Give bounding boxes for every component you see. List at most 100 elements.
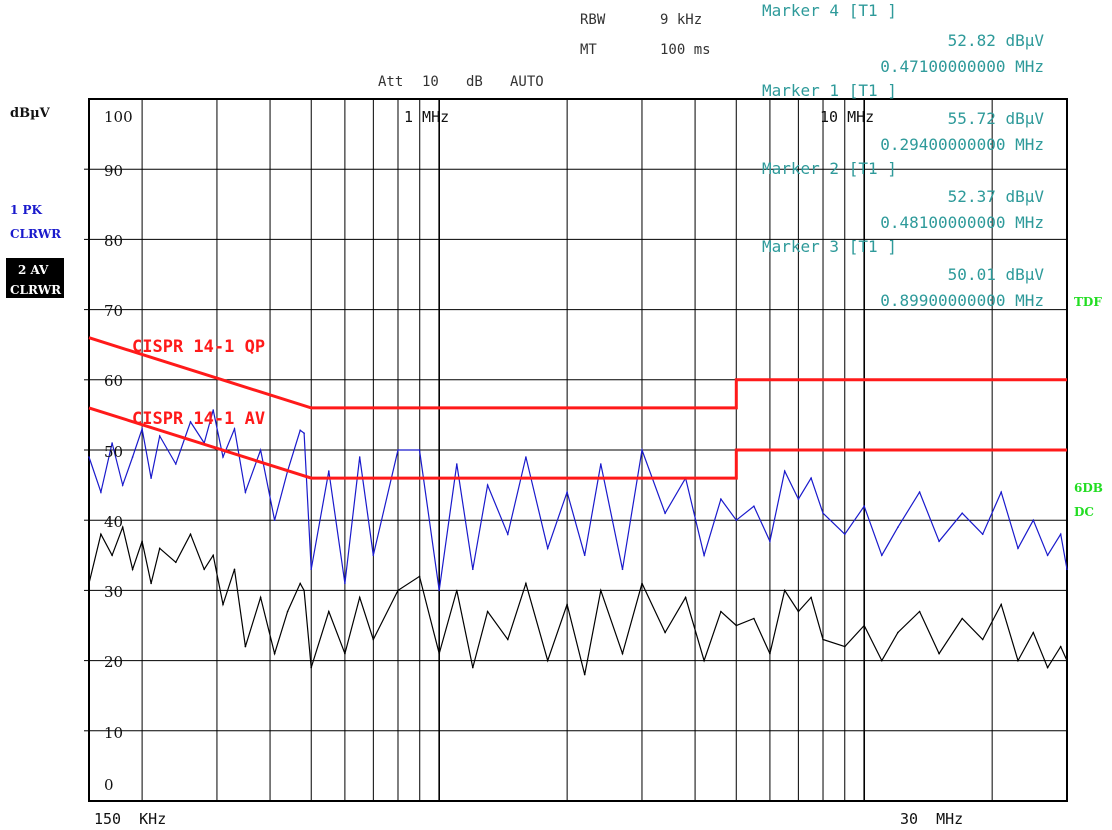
data-point-pk-43 (735, 519, 738, 521)
data-point-pk-7 (158, 435, 161, 437)
marker1-freq: 0.29400000000 MHz (880, 135, 1044, 154)
sixdb-label: 6DB (1074, 481, 1103, 495)
data-point-pk-34 (566, 491, 568, 493)
att-value: 10 (422, 74, 439, 90)
data-point-av-55 (938, 652, 940, 655)
data-point-pk-54 (918, 491, 921, 493)
data-point-av-20 (310, 666, 313, 669)
x-tick-label-1mhz: 1 MHz (404, 108, 449, 126)
data-point-pk-59 (1017, 547, 1019, 550)
data-point-av-11 (212, 554, 214, 557)
data-point-av-38 (641, 582, 643, 585)
y-tick-label-90: 90 (104, 162, 123, 180)
data-point-pk-5 (141, 428, 143, 430)
rbw-value: 9 kHz (660, 12, 702, 28)
data-point-av-52 (881, 659, 883, 662)
data-point-av-48 (810, 596, 812, 599)
data-point-av-5 (141, 540, 143, 543)
x-tick-label-10mhz: 10 MHz (820, 108, 874, 126)
data-point-pk-47 (797, 498, 800, 500)
data-point-av-57 (981, 638, 984, 641)
data-point-pk-2 (111, 442, 113, 444)
data-point-av-56 (961, 617, 963, 620)
data-point-av-49 (822, 638, 824, 641)
marker-readouts: Marker 4 [T1 ] 52.82 dBµV 0.47100000000 … (762, 1, 1044, 310)
data-point-av-17 (286, 610, 289, 613)
y-tick-label-20: 20 (104, 653, 123, 671)
data-point-av-63 (1066, 659, 1068, 662)
data-point-av-12 (222, 603, 224, 606)
data-point-av-37 (621, 652, 624, 655)
data-point-pk-63 (1066, 568, 1068, 571)
data-point-av-22 (344, 652, 346, 655)
data-point-pk-23 (358, 456, 361, 458)
data-point-av-44 (753, 617, 755, 620)
data-point-av-33 (546, 659, 549, 662)
data-point-av-8 (175, 561, 177, 564)
x-end-label: 30 MHz (900, 810, 963, 828)
marker3-freq: 0.89900000000 MHz (880, 291, 1044, 310)
data-point-pk-48 (810, 477, 812, 479)
data-point-av-47 (797, 610, 800, 613)
data-point-pk-8 (175, 463, 177, 465)
x-start-label: 150 KHz (94, 810, 166, 828)
data-point-pk-35 (583, 554, 586, 557)
data-point-pk-53 (897, 526, 899, 528)
data-point-pk-51 (863, 505, 865, 508)
data-point-av-30 (486, 610, 489, 613)
att-label: Att (378, 74, 403, 90)
data-point-pk-50 (844, 533, 846, 535)
data-point-pk-41 (703, 554, 705, 557)
data-point-av-51 (863, 624, 865, 627)
data-point-av-58 (1000, 603, 1002, 606)
trace2-clrwr: CLRWR (10, 283, 62, 297)
data-point-av-60 (1032, 631, 1035, 634)
data-point-pk-32 (525, 456, 527, 458)
data-point-av-16 (273, 652, 276, 655)
data-point-pk-56 (961, 512, 963, 514)
data-point-av-43 (735, 624, 738, 627)
data-point-av-45 (769, 652, 771, 655)
data-point-av-27 (438, 652, 441, 655)
data-point-pk-24 (372, 554, 375, 557)
data-point-av-6 (150, 582, 152, 585)
y-tick-label-10: 10 (104, 724, 123, 742)
data-point-pk-38 (641, 449, 643, 451)
limit-lines (88, 336, 1067, 480)
data-point-av-13 (233, 568, 236, 571)
data-point-pk-45 (769, 540, 771, 543)
data-point-pk-26 (418, 449, 421, 451)
data-point-av-53 (897, 631, 899, 634)
mt-value: 100 ms (660, 42, 711, 58)
data-point-pk-58 (1000, 491, 1002, 493)
data-point-pk-19 (303, 432, 305, 435)
data-point-av-29 (472, 666, 474, 669)
data-point-pk-22 (344, 582, 346, 585)
data-point-av-9 (189, 533, 192, 535)
data-point-av-42 (720, 610, 722, 613)
marker1-title: Marker 1 [T1 ] (762, 81, 897, 100)
data-point-av-41 (703, 659, 705, 662)
limit-line-qp (88, 336, 1067, 410)
data-point-av-10 (203, 568, 205, 571)
data-point-av-50 (844, 645, 846, 648)
marker2-freq: 0.48100000000 MHz (880, 213, 1044, 232)
mt-label: MT (580, 42, 597, 58)
data-point-pk-15 (259, 449, 262, 451)
data-point-av-1 (100, 533, 102, 535)
data-point-pk-42 (720, 498, 722, 500)
data-point-av-31 (507, 638, 509, 641)
data-point-av-18 (299, 582, 302, 585)
data-point-pk-16 (273, 519, 276, 521)
data-point-av-7 (158, 547, 161, 550)
data-point-pk-37 (621, 568, 624, 571)
data-point-pk-30 (486, 484, 489, 486)
data-point-av-59 (1017, 659, 1019, 662)
data-point-av-14 (244, 645, 247, 648)
data-point-av-62 (1059, 645, 1062, 648)
data-point-av-24 (372, 638, 375, 641)
data-point-pk-18 (299, 429, 302, 432)
marker3-level: 50.01 dBµV (948, 265, 1045, 284)
marker2-level: 52.37 dBµV (948, 187, 1045, 206)
tdf-label: TDF (1074, 295, 1102, 309)
